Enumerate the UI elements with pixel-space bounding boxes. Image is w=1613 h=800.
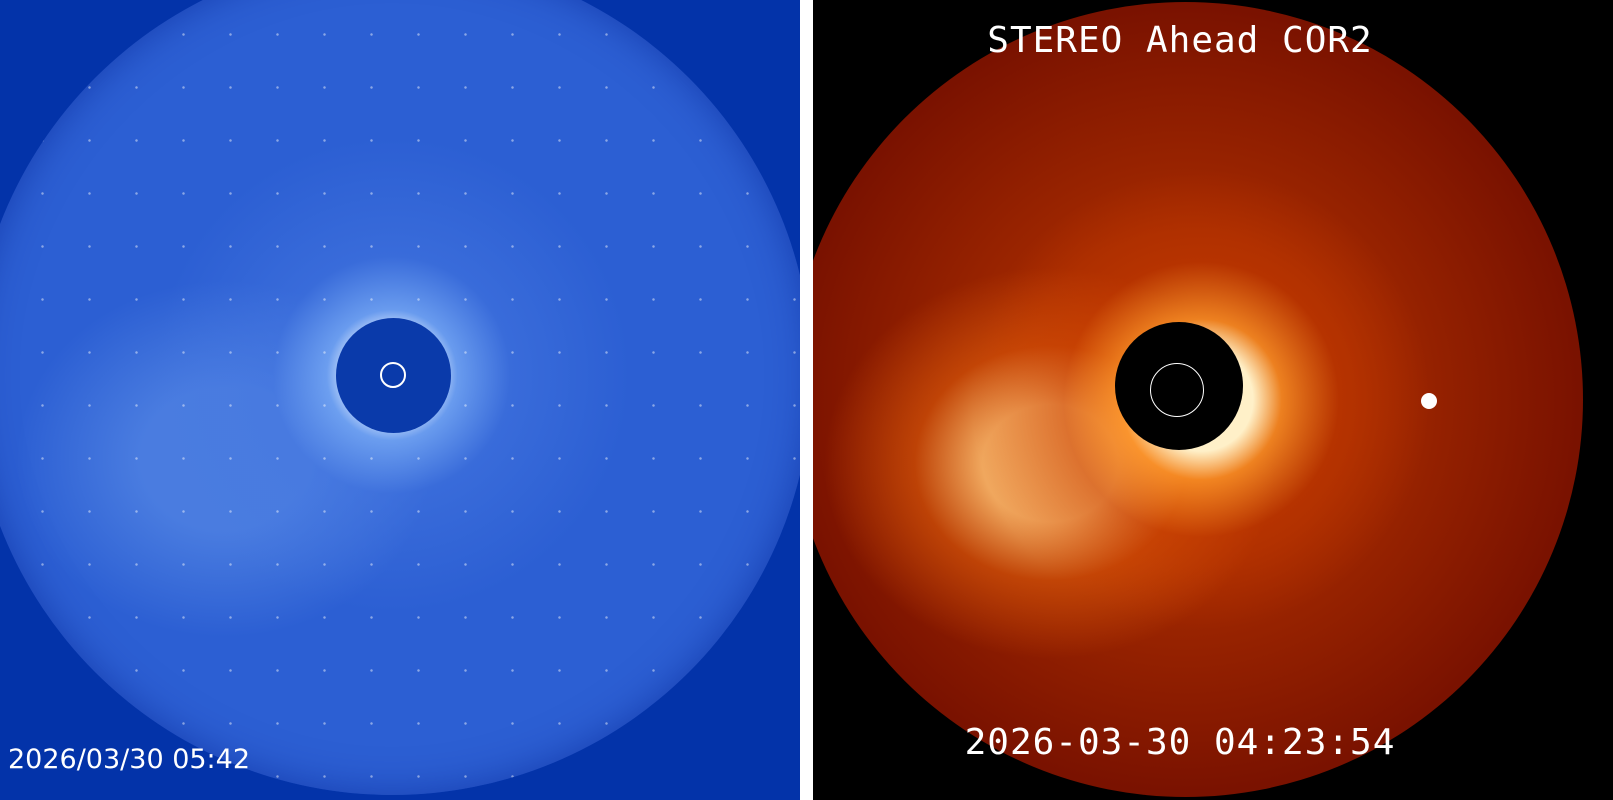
image-title: STEREO Ahead COR2 [987,20,1373,61]
planet-dot [1421,393,1437,409]
lasco-coronagraph-image: 2026/03/30 05:42 [0,0,800,800]
timestamp: 2026/03/30 05:42 [8,744,251,775]
stereo-cor2-image: STEREO Ahead COR2 2026-03-30 04:23:54 [813,0,1613,800]
sun-outline-icon [1150,363,1204,417]
sun-outline-icon [380,362,406,388]
timestamp: 2026-03-30 04:23:54 [964,722,1396,763]
